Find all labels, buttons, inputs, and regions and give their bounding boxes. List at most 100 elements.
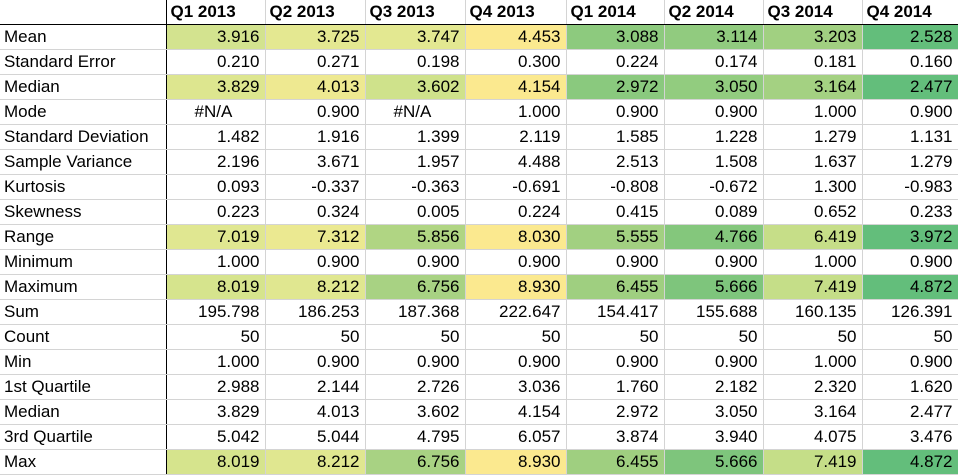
data-cell[interactable]: 2.196 [166, 149, 266, 175]
data-cell[interactable]: 195.798 [166, 299, 266, 325]
data-cell[interactable]: 2.528 [862, 24, 958, 50]
data-cell[interactable]: 0.900 [265, 249, 366, 275]
data-cell[interactable]: 1.000 [763, 349, 863, 375]
data-cell[interactable]: 1.916 [265, 124, 366, 150]
data-cell[interactable]: 1.620 [862, 374, 958, 400]
data-cell[interactable]: 0.900 [862, 249, 958, 275]
data-cell[interactable]: 4.872 [862, 274, 958, 300]
data-cell[interactable]: 4.766 [664, 224, 764, 250]
data-cell[interactable]: 3.050 [664, 399, 764, 425]
data-cell[interactable]: 3.725 [265, 24, 366, 50]
data-cell[interactable]: 2.144 [265, 374, 366, 400]
data-cell[interactable]: 6.455 [566, 449, 665, 475]
data-cell[interactable]: 8.212 [265, 449, 366, 475]
data-cell[interactable]: 4.154 [465, 74, 567, 100]
row-label[interactable]: Mode [0, 99, 167, 125]
data-cell[interactable]: 50 [365, 324, 466, 350]
data-cell[interactable]: 2.972 [566, 399, 665, 425]
data-cell[interactable]: 0.198 [365, 49, 466, 75]
data-cell[interactable]: 2.477 [862, 399, 958, 425]
data-cell[interactable]: 0.900 [664, 249, 764, 275]
data-cell[interactable]: 1.000 [166, 249, 266, 275]
data-cell[interactable]: 50 [166, 324, 266, 350]
data-cell[interactable]: 5.042 [166, 424, 266, 450]
data-cell[interactable]: 1.000 [166, 349, 266, 375]
data-cell[interactable]: 0.415 [566, 199, 665, 225]
data-cell[interactable]: 3.203 [763, 24, 863, 50]
data-cell[interactable]: 1.279 [763, 124, 863, 150]
data-cell[interactable]: 0.900 [664, 349, 764, 375]
data-cell[interactable]: 8.212 [265, 274, 366, 300]
data-cell[interactable]: 3.088 [566, 24, 665, 50]
data-cell[interactable]: 160.135 [763, 299, 863, 325]
data-cell[interactable]: 0.181 [763, 49, 863, 75]
data-cell[interactable]: 50 [664, 324, 764, 350]
data-cell[interactable]: 8.930 [465, 274, 567, 300]
data-cell[interactable]: 3.916 [166, 24, 266, 50]
data-cell[interactable]: 4.872 [862, 449, 958, 475]
data-cell[interactable]: 3.476 [862, 424, 958, 450]
data-cell[interactable]: 50 [763, 324, 863, 350]
data-cell[interactable]: 186.253 [265, 299, 366, 325]
data-cell[interactable]: -0.337 [265, 174, 366, 200]
row-label[interactable]: Max [0, 449, 167, 475]
column-header[interactable]: Q4 2014 [862, 0, 958, 25]
data-cell[interactable]: 5.666 [664, 274, 764, 300]
data-cell[interactable]: 0.089 [664, 199, 764, 225]
data-cell[interactable]: 1.957 [365, 149, 466, 175]
data-cell[interactable]: 8.030 [465, 224, 567, 250]
data-cell[interactable]: 6.756 [365, 449, 466, 475]
data-cell[interactable]: 5.666 [664, 449, 764, 475]
data-cell[interactable]: 1.508 [664, 149, 764, 175]
row-label[interactable]: Sum [0, 299, 167, 325]
data-cell[interactable]: 3.829 [166, 399, 266, 425]
data-cell[interactable]: 3.602 [365, 74, 466, 100]
column-header[interactable]: Q2 2013 [265, 0, 366, 25]
data-cell[interactable]: 1.482 [166, 124, 266, 150]
data-cell[interactable]: 5.856 [365, 224, 466, 250]
data-cell[interactable]: 7.419 [763, 449, 863, 475]
data-cell[interactable]: 2.119 [465, 124, 567, 150]
data-cell[interactable]: 1.760 [566, 374, 665, 400]
row-label[interactable]: 1st Quartile [0, 374, 167, 400]
data-cell[interactable]: 4.013 [265, 399, 366, 425]
data-cell[interactable]: 0.900 [664, 99, 764, 125]
column-header[interactable]: Q2 2014 [664, 0, 764, 25]
data-cell[interactable]: 7.419 [763, 274, 863, 300]
data-cell[interactable]: -0.691 [465, 174, 567, 200]
data-cell[interactable]: 154.417 [566, 299, 665, 325]
data-cell[interactable]: 155.688 [664, 299, 764, 325]
data-cell[interactable]: 0.300 [465, 49, 567, 75]
data-cell[interactable]: 0.900 [862, 99, 958, 125]
data-cell[interactable]: -0.672 [664, 174, 764, 200]
data-cell[interactable]: 1.000 [465, 99, 567, 125]
data-cell[interactable]: 1.228 [664, 124, 764, 150]
data-cell[interactable]: 2.972 [566, 74, 665, 100]
data-cell[interactable]: 4.488 [465, 149, 567, 175]
row-label[interactable]: Kurtosis [0, 174, 167, 200]
data-cell[interactable]: 0.223 [166, 199, 266, 225]
data-cell[interactable]: 0.900 [265, 349, 366, 375]
row-label[interactable]: Skewness [0, 199, 167, 225]
data-cell[interactable]: 0.093 [166, 174, 266, 200]
data-cell[interactable]: 3.050 [664, 74, 764, 100]
data-cell[interactable]: 2.988 [166, 374, 266, 400]
data-cell[interactable]: -0.808 [566, 174, 665, 200]
column-header[interactable]: Q3 2013 [365, 0, 466, 25]
data-cell[interactable]: 3.747 [365, 24, 466, 50]
row-label[interactable]: Median [0, 74, 167, 100]
data-cell[interactable]: 222.647 [465, 299, 567, 325]
data-cell[interactable]: 6.419 [763, 224, 863, 250]
row-label[interactable]: Count [0, 324, 167, 350]
data-cell[interactable]: 7.312 [265, 224, 366, 250]
data-cell[interactable]: 8.019 [166, 274, 266, 300]
data-cell[interactable]: 0.210 [166, 49, 266, 75]
data-cell[interactable]: 4.013 [265, 74, 366, 100]
row-label[interactable]: Range [0, 224, 167, 250]
data-cell[interactable]: 0.324 [265, 199, 366, 225]
row-label[interactable]: 3rd Quartile [0, 424, 167, 450]
data-cell[interactable]: -0.983 [862, 174, 958, 200]
row-label[interactable]: Median [0, 399, 167, 425]
column-header[interactable]: Q3 2014 [763, 0, 863, 25]
data-cell[interactable]: 50 [265, 324, 366, 350]
